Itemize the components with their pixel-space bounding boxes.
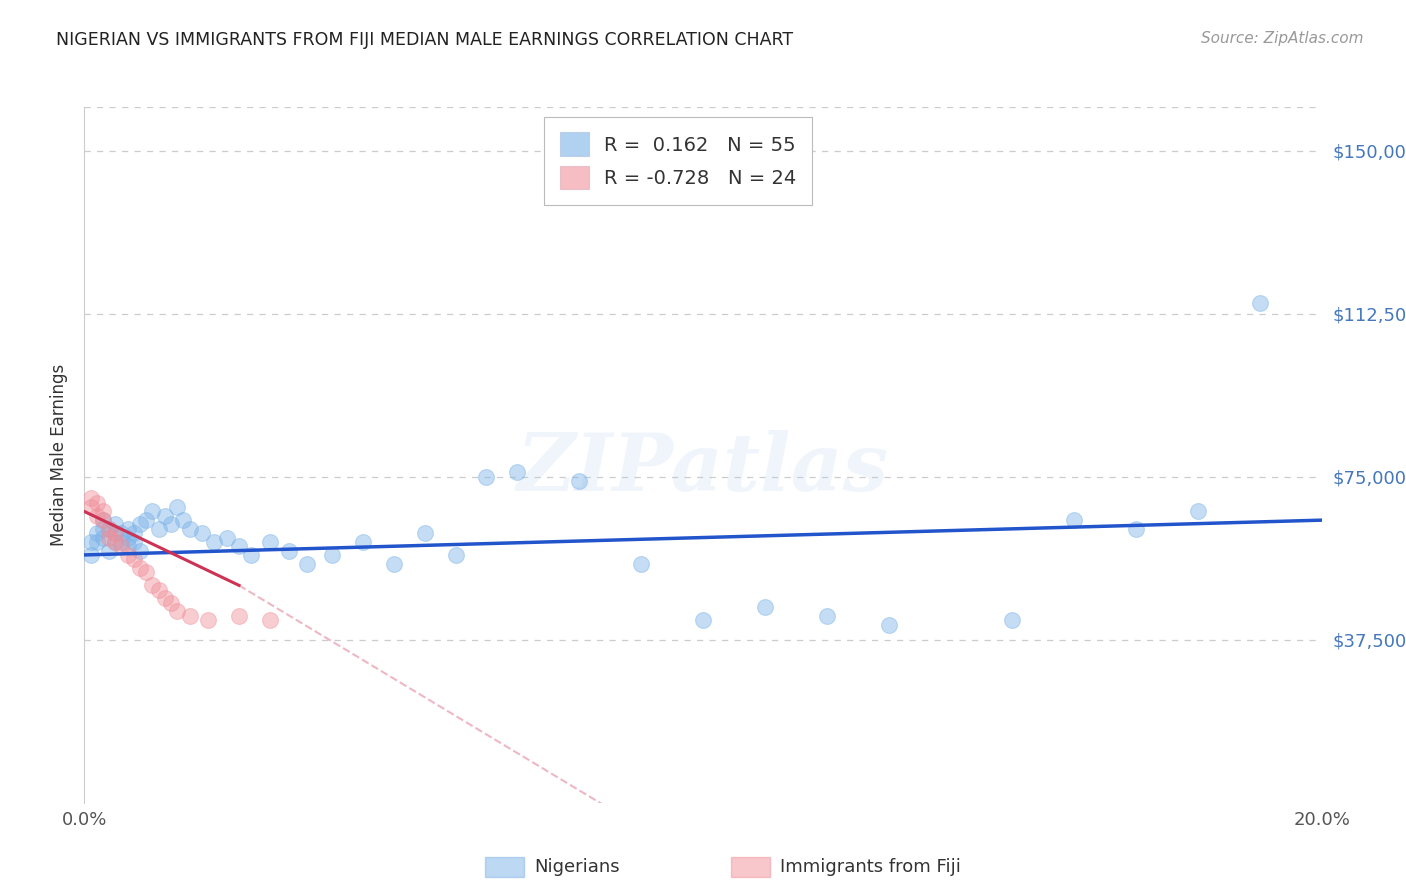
Text: Nigerians: Nigerians [534,858,620,876]
Point [122,526,145,541]
Point [506,466,529,480]
Text: Source: ZipAtlas.com: Source: ZipAtlas.com [1201,31,1364,46]
Point [98,522,121,536]
Point [1187,504,1209,518]
Point [692,613,714,627]
Point [91,531,114,545]
Point [568,474,591,488]
Text: NIGERIAN VS IMMIGRANTS FROM FIJI MEDIAN MALE EARNINGS CORRELATION CHART: NIGERIAN VS IMMIGRANTS FROM FIJI MEDIAN … [56,31,793,49]
Point [91,513,114,527]
Point [79,535,101,549]
Point [117,548,139,562]
Point [98,543,121,558]
Point [117,539,139,553]
Point [382,557,405,571]
Point [141,578,163,592]
Point [321,548,343,562]
Point [104,535,127,549]
Point [86,526,108,541]
Point [122,552,145,566]
Point [86,508,108,523]
Point [228,539,250,553]
Point [117,531,139,545]
Point [352,535,374,549]
Point [129,543,152,558]
Point [141,504,163,518]
Point [153,591,176,606]
Point [160,517,183,532]
Point [135,513,157,527]
Y-axis label: Median Male Earnings: Median Male Earnings [51,364,69,546]
Point [91,522,114,536]
Point [166,500,188,514]
Point [202,535,225,549]
Point [91,504,114,518]
Legend: R =  0.162   N = 55, R = -0.728   N = 24: R = 0.162 N = 55, R = -0.728 N = 24 [544,117,813,205]
Point [135,566,157,580]
Point [104,535,127,549]
Point [815,608,838,623]
Point [877,617,900,632]
Point [630,557,652,571]
Point [91,513,114,527]
Point [1249,295,1271,310]
Point [153,508,176,523]
Point [1063,513,1085,527]
Point [197,613,219,627]
Point [1125,522,1147,536]
Point [86,535,108,549]
Point [295,557,318,571]
Point [98,531,121,545]
Point [79,500,101,514]
Point [240,548,263,562]
Point [148,582,170,597]
Point [215,531,238,545]
Point [129,517,152,532]
Point [444,548,467,562]
Point [79,548,101,562]
Point [179,522,201,536]
Point [475,469,498,483]
Point [1001,613,1024,627]
Point [104,526,127,541]
Point [228,608,250,623]
Point [110,526,132,541]
Point [259,613,281,627]
Text: ZIPatlas: ZIPatlas [517,430,889,508]
Point [98,522,121,536]
Point [148,522,170,536]
Point [413,526,436,541]
Point [166,605,188,619]
Point [277,543,299,558]
Point [86,496,108,510]
Point [110,539,132,553]
Point [104,517,127,532]
Point [160,596,183,610]
Point [179,608,201,623]
Text: Immigrants from Fiji: Immigrants from Fiji [780,858,962,876]
Point [259,535,281,549]
Point [191,526,214,541]
Point [104,526,127,541]
Point [110,535,132,549]
Point [129,561,152,575]
Point [172,513,194,527]
Point [754,600,776,615]
Point [79,491,101,506]
Point [117,522,139,536]
Point [122,535,145,549]
